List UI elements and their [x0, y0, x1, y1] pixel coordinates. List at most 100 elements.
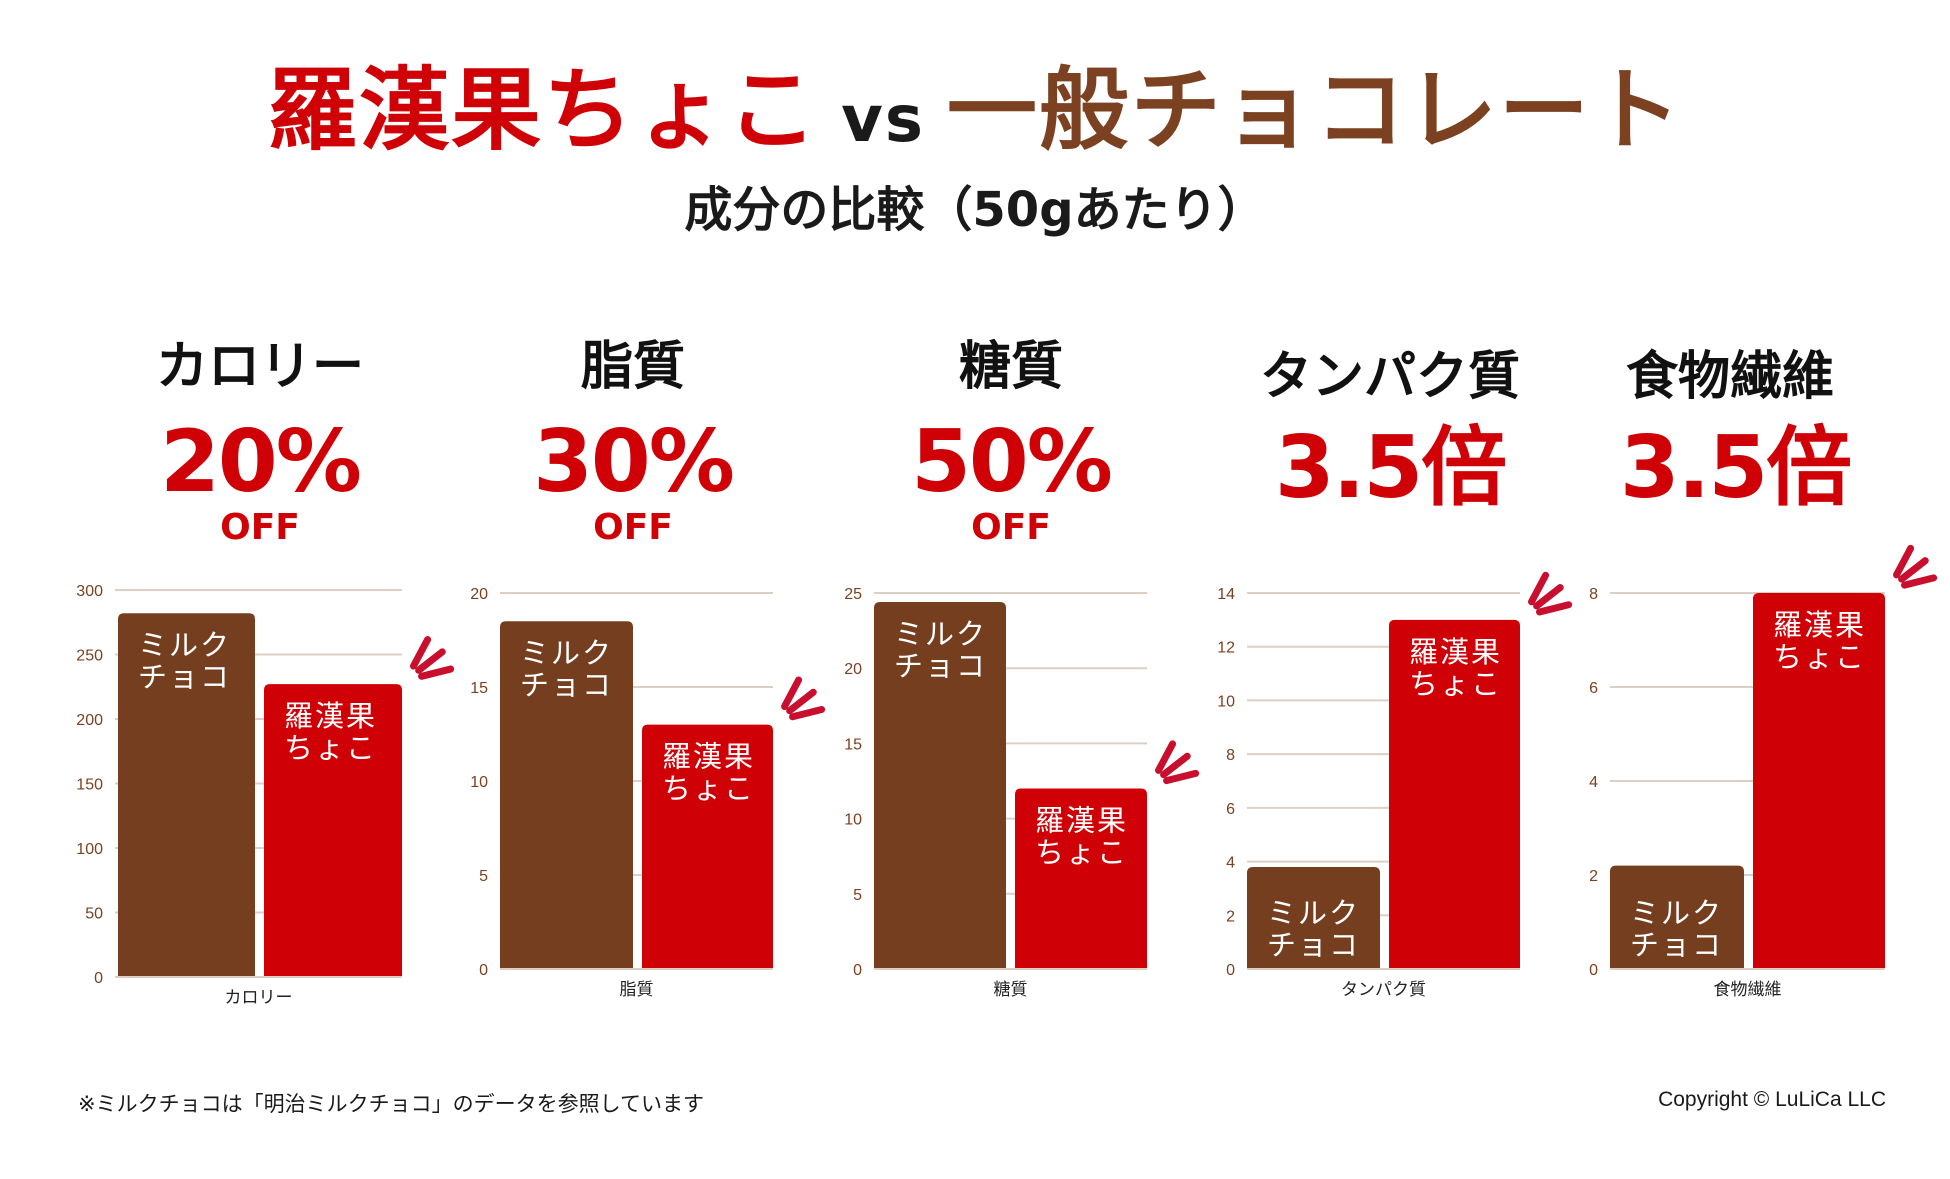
emphasis-burst-line	[415, 648, 446, 674]
page-subtitle: 成分の比較（50gあたり）	[684, 182, 1266, 238]
emphasis-burst-line	[1893, 544, 1915, 579]
bar-label: 羅漢果	[662, 740, 755, 774]
bar-label: ちょこ	[1409, 667, 1502, 701]
bar-label: チョコ	[520, 668, 613, 702]
footnote: ※ミルクチョコは「明治ミルクチョコ」のデータを参照しています	[78, 1092, 704, 1116]
copyright: Copyright © LuLiCa LLC	[1658, 1088, 1886, 1111]
y-tick-label: 100	[76, 841, 103, 858]
y-tick-label: 2	[1589, 868, 1598, 885]
bar-milk-choco	[1610, 865, 1744, 969]
panel-off-sugar: OFF	[971, 507, 1051, 548]
emphasis-burst-line	[1163, 769, 1200, 785]
emphasis-burst-line	[1528, 571, 1550, 606]
bar-label: ミルク	[138, 628, 231, 662]
y-tick-label: 0	[1226, 962, 1235, 979]
x-category-label-fat: 脂質	[620, 980, 654, 1000]
y-tick-label: 150	[76, 777, 103, 794]
bar-label: ミルク	[520, 636, 613, 670]
panel-title-fat: 脂質	[580, 337, 685, 397]
bar-label: 羅漢果	[1773, 608, 1866, 642]
bar-label: チョコ	[138, 660, 231, 694]
y-tick-label: 10	[470, 774, 488, 791]
y-tick-label: 50	[85, 906, 103, 923]
emphasis-burst-line	[1536, 601, 1573, 616]
y-tick-label: 15	[470, 680, 488, 697]
panel-off-calorie: OFF	[220, 507, 300, 548]
panel-highlight-fat: 30%	[533, 412, 735, 512]
bar-milk-choco	[1247, 866, 1380, 969]
y-tick-label: 8	[1226, 747, 1235, 764]
y-tick-label: 4	[1226, 855, 1235, 872]
emphasis-burst-line	[1533, 584, 1564, 610]
y-tick-label: 20	[844, 661, 862, 678]
y-tick-label: 0	[1589, 962, 1598, 979]
panel-highlight-sugar: 50%	[911, 412, 1113, 512]
bar-rakanka-choco	[1389, 619, 1520, 969]
bar-milk-choco	[874, 602, 1006, 969]
y-tick-label: 4	[1589, 774, 1598, 791]
x-category-label-sugar: 糖質	[994, 980, 1028, 1000]
emphasis-burst-line	[1160, 752, 1191, 779]
x-category-label-calorie: カロリー	[225, 988, 293, 1008]
panel-off-fat: OFF	[593, 507, 673, 548]
emphasis-burst-line	[418, 665, 455, 680]
title-vs: vs	[841, 83, 925, 157]
y-tick-label: 12	[1217, 640, 1235, 657]
bar-rakanka-choco	[642, 724, 773, 969]
bar-label: ちょこ	[1773, 640, 1866, 674]
y-tick-label: 300	[76, 583, 103, 600]
y-tick-label: 2	[1226, 908, 1235, 925]
panel-highlight-protein: 3.5倍	[1274, 418, 1507, 518]
x-category-label-fiber: 食物繊維	[1714, 980, 1782, 1000]
emphasis-burst-line	[789, 705, 826, 721]
y-tick-label: 14	[1217, 586, 1235, 603]
bar-rakanka-choco	[1015, 788, 1147, 969]
bar-label: チョコ	[894, 649, 987, 683]
bar-label: ミルク	[1630, 896, 1723, 930]
y-tick-label: 250	[76, 648, 103, 665]
emphasis-burst-line	[786, 688, 817, 715]
y-tick-label: 10	[1217, 693, 1235, 710]
y-tick-label: 6	[1589, 680, 1598, 697]
bar-label: 羅漢果	[1035, 804, 1128, 838]
y-tick-label: 0	[479, 962, 488, 979]
y-tick-label: 200	[76, 712, 103, 729]
y-tick-label: 15	[844, 736, 862, 753]
title-part-rakanka: 羅漢果ちょこ	[267, 58, 820, 163]
emphasis-burst-line	[1898, 557, 1929, 583]
panel-highlight-fiber: 3.5倍	[1619, 418, 1852, 518]
y-tick-label: 5	[479, 868, 488, 885]
page-title: 羅漢果ちょこ vs 一般チョコレート	[0, 56, 1950, 175]
emphasis-burst-line	[781, 676, 803, 710]
bar-rakanka-choco	[264, 684, 402, 977]
y-tick-label: 0	[94, 970, 103, 987]
y-tick-label: 5	[853, 887, 862, 904]
y-tick-label: 0	[853, 962, 862, 979]
panel-title-fiber: 食物繊維	[1625, 347, 1834, 407]
bar-label: ちょこ	[284, 731, 377, 765]
bar-label: ちょこ	[1035, 836, 1128, 870]
y-tick-label: 10	[844, 812, 862, 829]
bar-label: 羅漢果	[284, 699, 377, 733]
x-category-label-protein: タンパク質	[1341, 980, 1426, 1000]
y-tick-label: 25	[844, 586, 862, 603]
y-tick-label: 20	[470, 586, 488, 603]
y-tick-label: 8	[1589, 586, 1598, 603]
emphasis-burst-line	[410, 636, 432, 670]
bar-rakanka-choco	[1753, 593, 1885, 969]
y-tick-label: 6	[1226, 801, 1235, 818]
bar-label: チョコ	[1267, 928, 1360, 962]
title-part-general: 一般チョコレート	[946, 58, 1683, 163]
panel-title-sugar: 糖質	[958, 337, 1063, 397]
emphasis-burst-line	[1901, 574, 1938, 589]
bar-label: ちょこ	[662, 772, 755, 806]
emphasis-burst-line	[1155, 740, 1177, 774]
bar-label: チョコ	[1630, 928, 1723, 962]
bar-milk-choco	[118, 613, 255, 977]
bar-label: ミルク	[1267, 896, 1360, 930]
panel-title-protein: タンパク質	[1259, 347, 1520, 407]
